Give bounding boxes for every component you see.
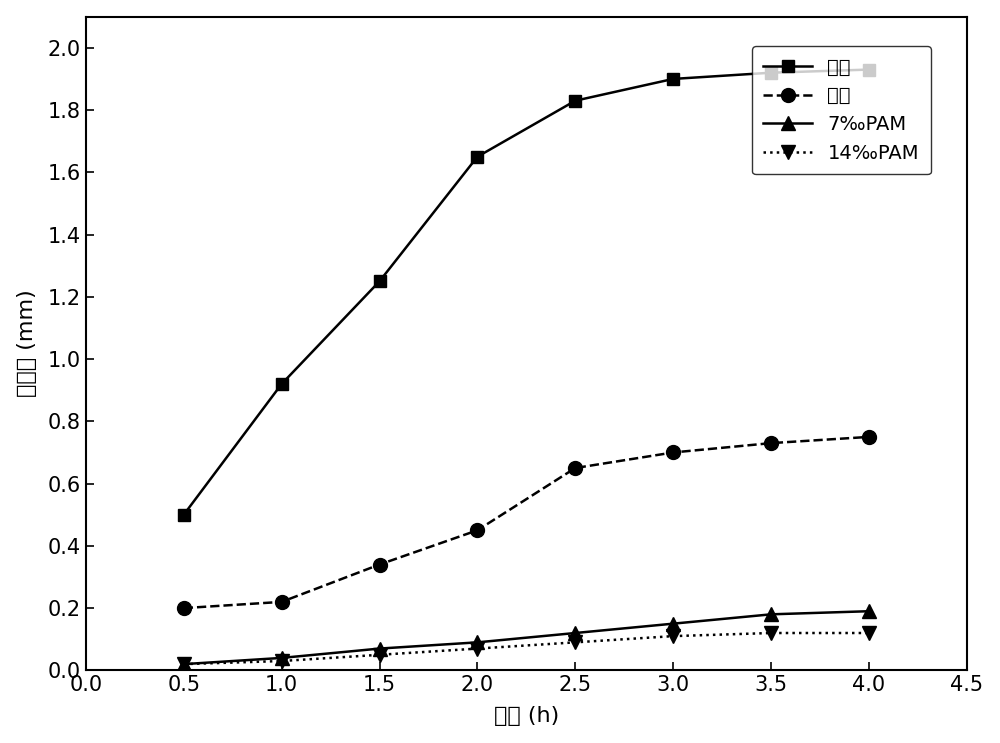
- 清水: [569, 97, 581, 106]
- 7‰PAM: [863, 607, 875, 616]
- 泥浆: [178, 603, 190, 612]
- 7‰PAM: [276, 653, 288, 662]
- Line: 清水: 清水: [178, 64, 874, 520]
- 14‰PAM: [276, 657, 288, 666]
- 清水: [374, 277, 386, 286]
- 7‰PAM: [765, 610, 777, 619]
- 14‰PAM: [765, 629, 777, 637]
- X-axis label: 时间 (h): 时间 (h): [494, 707, 559, 727]
- 清水: [178, 510, 190, 519]
- Line: 泥浆: 泥浆: [177, 430, 876, 615]
- 14‰PAM: [569, 638, 581, 647]
- 泥浆: [471, 526, 483, 535]
- 14‰PAM: [863, 629, 875, 637]
- Y-axis label: 膨胀量 (mm): 膨胀量 (mm): [17, 290, 37, 398]
- 14‰PAM: [178, 660, 190, 669]
- Line: 7‰PAM: 7‰PAM: [177, 604, 876, 671]
- 清水: [765, 68, 777, 77]
- 清水: [471, 152, 483, 161]
- 泥浆: [569, 464, 581, 473]
- 7‰PAM: [569, 629, 581, 637]
- Legend: 清水, 泥浆, 7‰PAM, 14‰PAM: 清水, 泥浆, 7‰PAM, 14‰PAM: [752, 46, 931, 175]
- 清水: [276, 380, 288, 389]
- 泥浆: [374, 560, 386, 569]
- Line: 14‰PAM: 14‰PAM: [177, 626, 876, 671]
- 7‰PAM: [471, 638, 483, 647]
- 7‰PAM: [374, 644, 386, 653]
- 泥浆: [276, 597, 288, 606]
- 清水: [863, 65, 875, 74]
- 泥浆: [863, 432, 875, 441]
- 7‰PAM: [178, 660, 190, 669]
- 泥浆: [765, 438, 777, 447]
- 14‰PAM: [471, 644, 483, 653]
- 7‰PAM: [667, 619, 679, 628]
- 14‰PAM: [374, 650, 386, 659]
- 清水: [667, 74, 679, 83]
- 泥浆: [667, 448, 679, 457]
- 14‰PAM: [667, 632, 679, 640]
